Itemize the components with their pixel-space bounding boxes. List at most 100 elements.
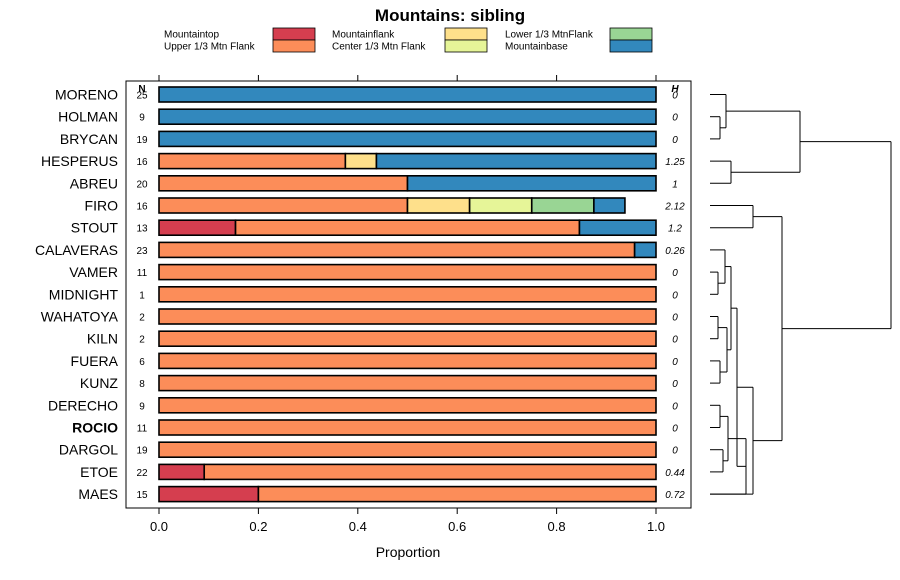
plot-frame (125, 80, 692, 509)
x-tick-label: 1.0 (647, 519, 665, 534)
row-n-value: 16 (136, 157, 148, 168)
row-n-value: 15 (136, 490, 148, 501)
bar-segment-mountaintop (158, 219, 237, 236)
legend-swatch-center-1-3-mtn-flank (444, 39, 488, 53)
bar-segment-upper-1-3-mtn-flank (158, 175, 409, 192)
bar-segment-upper-1-3-mtn-flank (158, 330, 657, 348)
row-n-value: 2 (139, 313, 145, 324)
row-h-value: 0 (672, 268, 678, 279)
row-n-value: 11 (137, 424, 148, 435)
legend-swatch-mountainflank (444, 27, 488, 41)
bar-segment-upper-1-3-mtn-flank (158, 374, 657, 392)
x-tick-label: 0.4 (349, 519, 367, 534)
bar-segment-lower-1-3-mtnflank (530, 197, 595, 214)
row-h-value: 0.72 (665, 490, 685, 501)
bar-segment-upper-1-3-mtn-flank (158, 241, 636, 259)
row-brycan: BRYCAN 19 0 (60, 130, 678, 148)
row-label: MAES (78, 486, 118, 502)
x-tick-label: 0.8 (548, 519, 566, 534)
bar-segment-upper-1-3-mtn-flank (158, 285, 657, 303)
row-h-value: 0 (672, 379, 678, 390)
row-n-value: 6 (139, 357, 145, 368)
row-label: MORENO (55, 87, 118, 103)
bar-segment-mountainbase (158, 130, 657, 148)
row-wahatoya: WAHATOYA 2 0 (41, 308, 678, 325)
bar-segment-mountainbase (578, 219, 657, 236)
x-axis-label: Proportion (376, 544, 441, 560)
legend-label-center-1-3-mtn-flank: Center 1/3 Mtn Flank (332, 42, 426, 53)
bar-segment-mountainbase (158, 108, 657, 125)
row-n-value: 9 (139, 113, 145, 124)
row-midnight: MIDNIGHT 1 0 (49, 285, 678, 303)
row-h-value: 0 (672, 313, 678, 324)
bar-segment-upper-1-3-mtn-flank (158, 441, 657, 459)
row-n-value: 9 (139, 401, 145, 412)
row-h-value: 0 (672, 446, 678, 457)
row-label: DARGOL (59, 442, 118, 458)
legend-label-lower-1-3-mtnflank: Lower 1/3 MtnFlank (505, 30, 594, 41)
row-label: ROCIO (72, 420, 118, 436)
row-holman: HOLMAN 9 0 (58, 108, 678, 125)
dendrogram (710, 94, 892, 495)
row-n-value: 1 (139, 290, 145, 301)
row-hesperus: HESPERUS 16 1.25 (41, 152, 685, 170)
row-label: DERECHO (48, 397, 118, 413)
row-label: KILN (87, 331, 118, 347)
row-h-value: 0 (672, 91, 678, 102)
bar-segment-mountainbase (375, 152, 657, 170)
bar-segment-center-1-3-mtn-flank (468, 197, 533, 214)
row-h-value: 0 (672, 290, 678, 301)
row-n-value: 8 (139, 379, 145, 390)
row-h-value: 1 (672, 179, 678, 190)
row-moreno: MORENO 25 0 (55, 86, 678, 103)
bar-segment-upper-1-3-mtn-flank (234, 219, 581, 236)
row-label: STOUT (71, 220, 119, 236)
row-h-value: 0 (672, 357, 678, 368)
legend-swatch-upper-1-3-mtn-flank (272, 39, 316, 53)
row-label: HESPERUS (41, 153, 118, 169)
row-label: HOLMAN (58, 109, 118, 125)
row-h-value: 2.12 (664, 202, 685, 213)
row-label: WAHATOYA (41, 309, 119, 325)
row-n-value: 19 (136, 135, 148, 146)
row-label: FUERA (71, 353, 119, 369)
row-h-value: 0 (672, 113, 678, 124)
bar-segment-mountainbase (158, 86, 657, 103)
legend-swatch-mountainbase (609, 39, 653, 53)
h-column-header: H (671, 84, 679, 95)
bar-segment-upper-1-3-mtn-flank (257, 485, 657, 503)
row-label: KUNZ (80, 375, 119, 391)
bar-segment-upper-1-3-mtn-flank (158, 152, 347, 170)
row-n-value: 20 (136, 179, 148, 190)
row-n-value: 16 (136, 202, 148, 213)
row-n-value: 25 (136, 91, 148, 102)
bar-segment-mountaintop (158, 463, 206, 481)
row-label: FIRO (85, 198, 119, 214)
row-h-value: 1.25 (665, 157, 685, 168)
row-maes: MAES 15 0.72 (78, 485, 685, 503)
row-label: ABREU (70, 175, 118, 191)
row-n-value: 23 (136, 246, 148, 257)
row-derecho: DERECHO 9 0 (48, 396, 678, 414)
row-etoe: ETOE 22 0.44 (80, 463, 685, 481)
row-fuera: FUERA 6 0 (71, 352, 678, 370)
row-calaveras: CALAVERAS 23 0.26 (35, 241, 685, 259)
x-tick-label: 0.2 (249, 519, 267, 534)
row-n-value: 11 (137, 268, 148, 279)
row-h-value: 0.26 (665, 246, 685, 257)
row-label: MIDNIGHT (49, 286, 119, 302)
row-kunz: KUNZ 8 0 (80, 374, 678, 392)
x-tick-label: 0.0 (150, 519, 168, 534)
bar-segment-upper-1-3-mtn-flank (158, 263, 657, 281)
row-h-value: 0 (672, 401, 678, 412)
bar-segment-upper-1-3-mtn-flank (158, 308, 657, 325)
bar-segment-mountainflank (344, 152, 378, 170)
row-stout: STOUT 13 1.2 (71, 219, 682, 236)
row-h-value: 0.44 (665, 468, 685, 479)
row-vamer: VAMER 11 0 (69, 263, 678, 281)
row-label: CALAVERAS (35, 242, 118, 258)
legend-swatch-mountaintop (272, 27, 316, 41)
row-label: ETOE (80, 464, 118, 480)
n-column-header: N (138, 84, 145, 95)
